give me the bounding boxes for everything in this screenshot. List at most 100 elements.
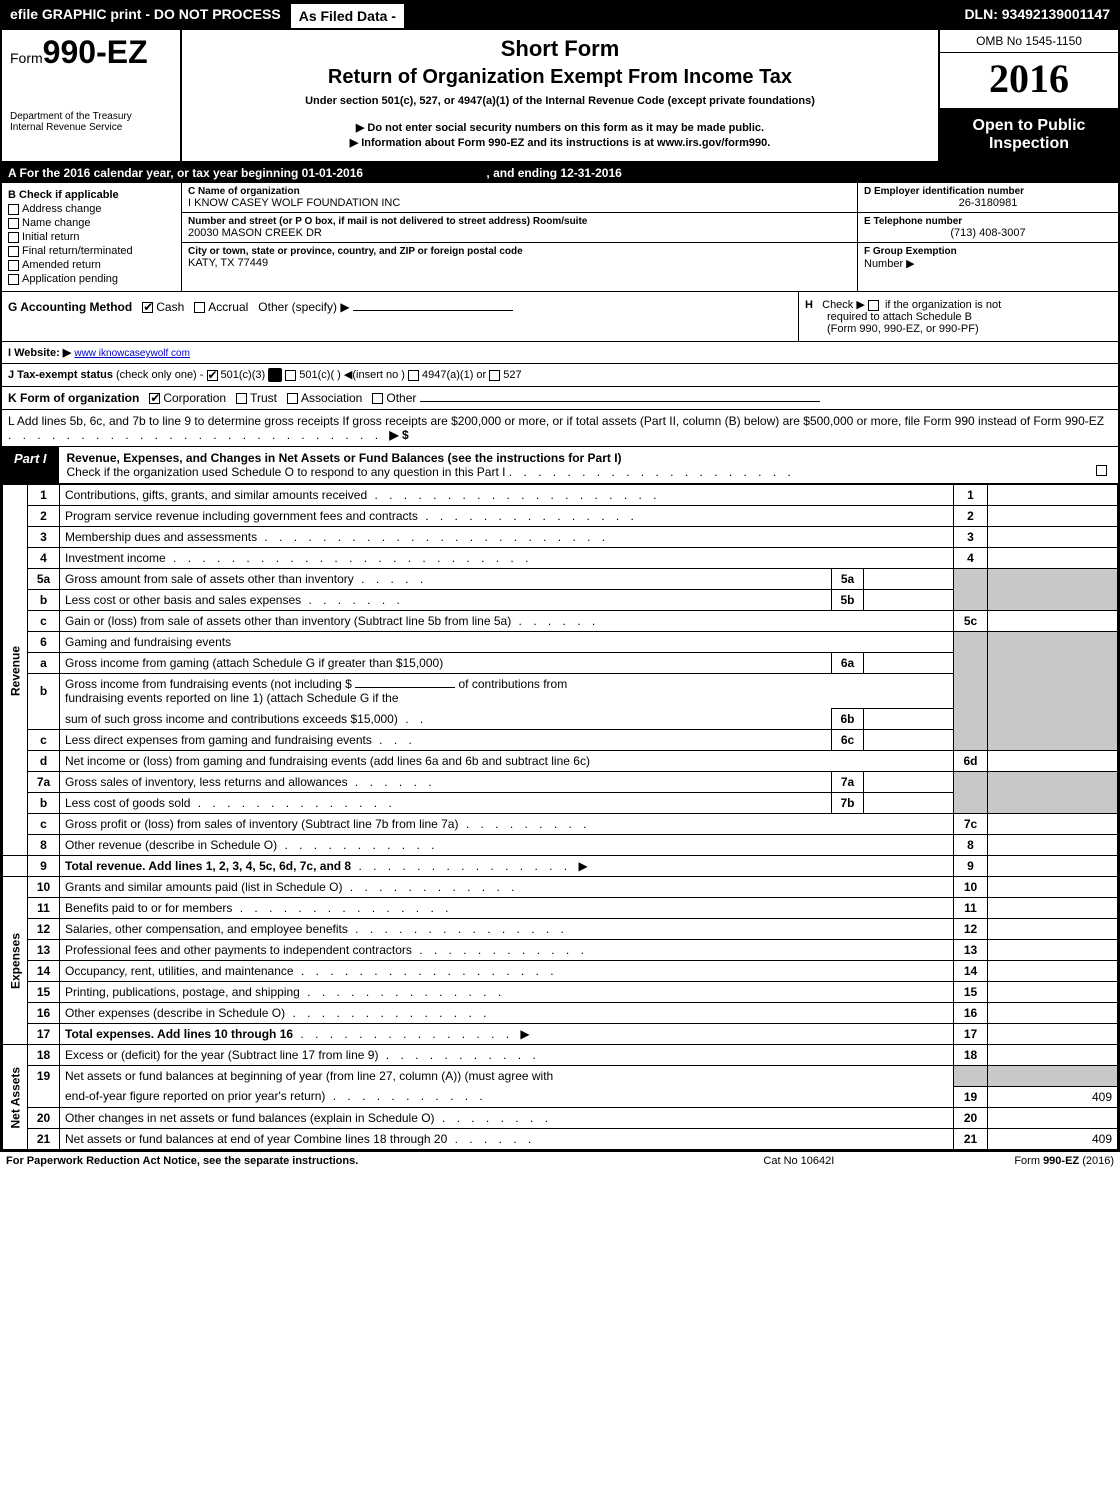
row-a-tax-year: A For the 2016 calendar year, or tax yea…: [2, 163, 1118, 183]
part-i-desc: Revenue, Expenses, and Changes in Net As…: [59, 447, 1118, 483]
chk-amended-return[interactable]: Amended return: [8, 259, 175, 271]
cell-address: Number and street (or P O box, if mail i…: [182, 213, 857, 243]
header-row: Form990-EZ Department of the Treasury In…: [2, 30, 1118, 163]
phone-value: (713) 408-3007: [864, 227, 1112, 239]
line-20-val: [988, 1107, 1118, 1128]
footer: For Paperwork Reduction Act Notice, see …: [0, 1152, 1120, 1170]
top-bar-mid: As Filed Data -: [289, 2, 406, 30]
sec-h-schedule-b: H Check ▶ if the organization is not req…: [798, 292, 1118, 341]
part-i-header: Part I Revenue, Expenses, and Changes in…: [2, 447, 1118, 484]
line-14-desc: Occupancy, rent, utilities, and maintena…: [60, 961, 954, 982]
line-17-val: [988, 1024, 1118, 1045]
line-5b-val: [864, 590, 954, 611]
line-5b-desc: Less cost or other basis and sales expen…: [60, 590, 832, 611]
chk-501c3[interactable]: [207, 370, 218, 381]
cell-group-exemption: F Group Exemption Number ▶: [858, 243, 1118, 273]
line-16-desc: Other expenses (describe in Schedule O) …: [60, 1003, 954, 1024]
row-l-gross-receipts: L Add lines 5b, 6c, and 7b to line 9 to …: [2, 410, 1118, 447]
form-page: efile GRAPHIC print - DO NOT PROCESS As …: [0, 0, 1120, 1152]
header-subtitle: Under section 501(c), 527, or 4947(a)(1)…: [190, 95, 930, 107]
chk-accrual[interactable]: [194, 302, 205, 313]
line-20-desc: Other changes in net assets or fund bala…: [60, 1107, 954, 1128]
line-1-desc: Contributions, gifts, grants, and simila…: [60, 485, 954, 506]
line-5a-desc: Gross amount from sale of assets other t…: [60, 569, 832, 590]
col-b-checkboxes: B Check if applicable Address change Nam…: [2, 183, 182, 291]
line-5c-desc: Gain or (loss) from sale of assets other…: [60, 611, 954, 632]
chk-corporation[interactable]: [149, 393, 160, 404]
side-revenue: Revenue: [3, 485, 28, 856]
org-address: 20030 MASON CREEK DR: [188, 227, 851, 239]
line-10-desc: Grants and similar amounts paid (list in…: [60, 877, 954, 898]
header-note-2: ▶ Information about Form 990-EZ and its …: [190, 136, 930, 149]
tax-year: 2016: [940, 53, 1118, 109]
chk-schedule-b[interactable]: [868, 300, 879, 311]
line-6c-val: [864, 730, 954, 751]
top-bar: efile GRAPHIC print - DO NOT PROCESS As …: [2, 2, 1118, 30]
line-6a-desc: Gross income from gaming (attach Schedul…: [60, 653, 832, 674]
line-7a-desc: Gross sales of inventory, less returns a…: [60, 772, 832, 793]
line-4-desc: Investment income . . . . . . . . . . . …: [60, 548, 954, 569]
form-prefix: Form: [10, 50, 43, 66]
line-19-desc-1: Net assets or fund balances at beginning…: [60, 1066, 954, 1087]
footer-cat: Cat No 10642I: [763, 1155, 834, 1167]
chk-final-return[interactable]: Final return/terminated: [8, 245, 175, 257]
line-17-desc: Total expenses. Add lines 10 through 16 …: [60, 1024, 954, 1045]
chk-association[interactable]: [287, 393, 298, 404]
header-mid: Short Form Return of Organization Exempt…: [182, 30, 938, 161]
dept-treasury: Department of the Treasury: [10, 111, 172, 122]
footer-left: For Paperwork Reduction Act Notice, see …: [6, 1155, 358, 1167]
cell-city: City or town, state or province, country…: [182, 243, 857, 272]
line-15-val: [988, 982, 1118, 1003]
line-7a-val: [864, 772, 954, 793]
org-name: I KNOW CASEY WOLF FOUNDATION INC: [188, 197, 851, 209]
chk-501c[interactable]: [285, 370, 296, 381]
chk-4947[interactable]: [408, 370, 419, 381]
footer-form: Form 990-EZ (2016): [1014, 1155, 1114, 1167]
chk-527[interactable]: [489, 370, 500, 381]
line-15-desc: Printing, publications, postage, and shi…: [60, 982, 954, 1003]
form-number: Form990-EZ: [10, 34, 172, 71]
row-i-website: I Website: ▶ www iknowcaseywolf com: [2, 342, 1118, 364]
line-7b-val: [864, 793, 954, 814]
line-6b-desc-1: Gross income from fundraising events (no…: [60, 674, 954, 709]
side-expenses: Expenses: [3, 877, 28, 1045]
sec-b-hdr: B Check if applicable: [8, 189, 175, 201]
line-5c-val: [988, 611, 1118, 632]
cell-ein: D Employer identification number 26-3180…: [858, 183, 1118, 213]
header-left: Form990-EZ Department of the Treasury In…: [2, 30, 182, 161]
chk-trust[interactable]: [236, 393, 247, 404]
website-link[interactable]: www iknowcaseywolf com: [74, 348, 190, 359]
line-21-val: 409: [988, 1128, 1118, 1149]
chk-part-i-schedule-o[interactable]: [1096, 465, 1107, 476]
top-bar-left: efile GRAPHIC print - DO NOT PROCESS: [2, 2, 289, 30]
line-19-desc-2: end-of-year figure reported on prior yea…: [60, 1086, 954, 1107]
line-2-val: [988, 506, 1118, 527]
part-i-tag: Part I: [2, 447, 59, 483]
row-j-tax-exempt: J Tax-exempt status (check only one) - 5…: [2, 364, 1118, 387]
line-9-desc: Total revenue. Add lines 1, 2, 3, 4, 5c,…: [60, 856, 954, 877]
line-6d-desc: Net income or (loss) from gaming and fun…: [60, 751, 954, 772]
chk-name-change[interactable]: Name change: [8, 217, 175, 229]
col-c-org-info: C Name of organization I KNOW CASEY WOLF…: [182, 183, 858, 291]
line-6b-val: [864, 709, 954, 730]
form-num-big: 990-EZ: [43, 34, 148, 70]
ein-value: 26-3180981: [864, 197, 1112, 209]
chk-application-pending[interactable]: Application pending: [8, 273, 175, 285]
line-11-val: [988, 898, 1118, 919]
line-6-desc: Gaming and fundraising events: [60, 632, 954, 653]
row-k-form-org: K Form of organization Corporation Trust…: [2, 387, 1118, 410]
line-6d-val: [988, 751, 1118, 772]
side-net-assets: Net Assets: [3, 1045, 28, 1150]
chk-other-org[interactable]: [372, 393, 383, 404]
dept-irs: Internal Revenue Service: [10, 122, 172, 133]
header-note-1: ▶ Do not enter social security numbers o…: [190, 121, 930, 134]
chk-address-change[interactable]: Address change: [8, 203, 175, 215]
chk-initial-return[interactable]: Initial return: [8, 231, 175, 243]
chk-cash[interactable]: [142, 302, 153, 313]
row-gh: G Accounting Method Cash Accrual Other (…: [2, 292, 1118, 342]
line-6a-val: [864, 653, 954, 674]
line-8-desc: Other revenue (describe in Schedule O) .…: [60, 835, 954, 856]
line-7c-val: [988, 814, 1118, 835]
open-public-inspection: Open to Public Inspection: [940, 109, 1118, 161]
line-12-desc: Salaries, other compensation, and employ…: [60, 919, 954, 940]
